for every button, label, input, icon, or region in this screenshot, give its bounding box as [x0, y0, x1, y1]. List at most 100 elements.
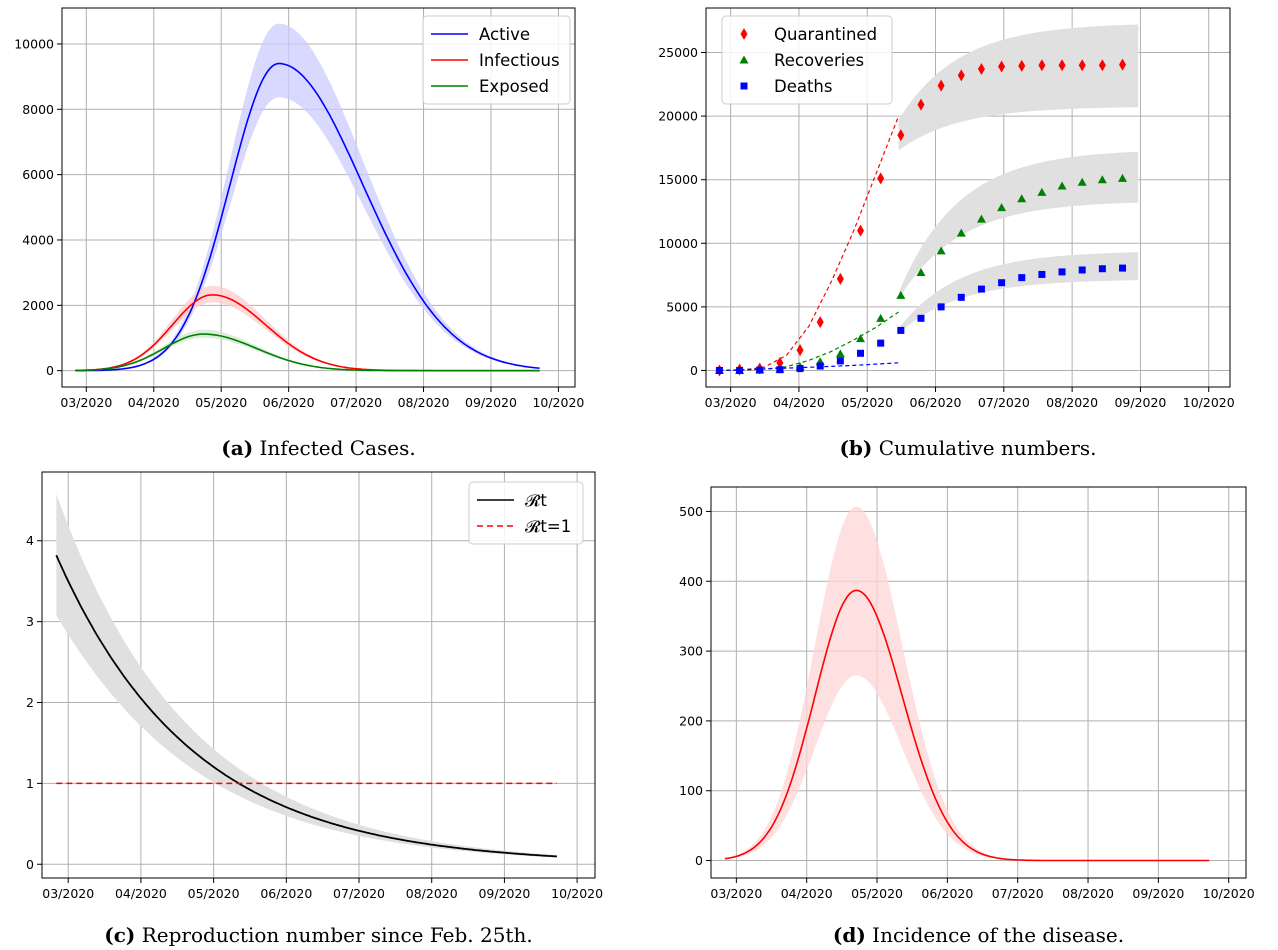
y-tick-label: 4: [26, 533, 34, 548]
legend-box: [721, 15, 893, 105]
data-point: [1017, 194, 1027, 203]
data-point: [1058, 268, 1066, 276]
x-tick-label: 05/2020: [188, 886, 240, 901]
data-point: [1119, 264, 1127, 272]
data-point: [836, 357, 844, 365]
y-tick-label: 0: [695, 853, 703, 868]
data-point: [1038, 270, 1046, 278]
x-tick-label: 04/2020: [781, 886, 833, 901]
x-tick-label: 06/2020: [260, 886, 312, 901]
x-tick-label: 04/2020: [128, 395, 180, 410]
data-point: [896, 290, 906, 299]
x-tick-label: 03/2020: [705, 395, 757, 410]
data-point: [1118, 173, 1128, 182]
data-point: [1098, 59, 1106, 72]
fit-line: [719, 362, 899, 372]
confidence-band: [898, 24, 1139, 151]
legend-label: Exposed: [479, 77, 549, 96]
x-tick-label: 09/2020: [465, 395, 517, 410]
confidence-band: [75, 285, 540, 371]
data-point: [715, 366, 723, 374]
data-point: [836, 272, 844, 285]
data-point: [816, 316, 824, 329]
x-tick-label: 09/2020: [478, 886, 530, 901]
data-point: [977, 285, 985, 293]
caption-label: (d): [833, 923, 866, 947]
legend-label: Recoveries: [774, 51, 864, 70]
data-point: [856, 334, 866, 343]
caption: (b) Cumulative numbers.: [839, 436, 1096, 460]
x-tick-label: 03/2020: [60, 395, 112, 410]
legend-label: 𝓡t=1: [525, 517, 571, 536]
data-point: [956, 228, 966, 237]
series-line: [724, 589, 1210, 862]
axes-frame: [41, 471, 596, 879]
data-point: [897, 326, 905, 334]
x-tick-label: 05/2020: [195, 395, 247, 410]
legend-label: 𝓡t: [525, 491, 547, 510]
caption-text: Reproduction number since Feb. 25th.: [135, 923, 532, 947]
confidence-band: [75, 23, 540, 371]
data-point: [897, 129, 905, 142]
caption-text: Incidence of the disease.: [866, 923, 1124, 947]
y-tick-label: 500: [679, 504, 703, 519]
x-tick-label: 10/2020: [1183, 395, 1235, 410]
data-point: [1058, 59, 1066, 72]
data-point: [1097, 175, 1107, 184]
caption: (c) Reproduction number since Feb. 25th.: [104, 923, 532, 947]
caption-label: (b): [839, 436, 872, 460]
x-tick-label: 04/2020: [773, 395, 825, 410]
fit-line: [719, 311, 899, 372]
y-tick-label: 200: [679, 713, 703, 728]
data-point: [776, 366, 784, 374]
chart-panel-b: 03/2020 04/2020 05/2020 06/2020 07/2020 08/20…: [658, 7, 1235, 460]
data-point: [1057, 181, 1067, 190]
data-point: [916, 268, 926, 277]
data-point: [998, 279, 1006, 287]
data-point: [1119, 58, 1127, 71]
data-point: [740, 28, 748, 40]
caption: (d) Incidence of the disease.: [833, 923, 1124, 947]
x-tick-label: 03/2020: [42, 886, 94, 901]
chart-panel-c: 03/2020 04/2020 05/2020 06/2020 07/2020 08/20…: [26, 471, 603, 947]
data-point: [835, 349, 845, 358]
x-tick-label: 03/2020: [710, 886, 762, 901]
y-tick-label: 0: [46, 363, 54, 378]
data-point: [796, 344, 804, 357]
series-line: [75, 62, 540, 372]
data-point: [977, 63, 985, 76]
data-point: [957, 69, 965, 82]
data-point: [1078, 59, 1086, 72]
series-line: [55, 554, 557, 858]
data-point: [736, 366, 744, 374]
data-point: [1018, 59, 1026, 72]
chart-panel-d: 03/2020 04/2020 05/2020 06/2020 07/2020 08/20…: [679, 486, 1255, 947]
confidence-band: [56, 493, 557, 858]
caption-text: Cumulative numbers.: [872, 436, 1096, 460]
y-tick-label: 15000: [658, 172, 698, 187]
data-point: [739, 55, 749, 64]
axes-frame: [61, 7, 576, 388]
y-tick-label: 400: [679, 574, 703, 589]
y-tick-label: 2000: [22, 298, 54, 313]
caption: (a) Infected Cases.: [221, 436, 415, 460]
x-tick-label: 07/2020: [333, 886, 385, 901]
x-tick-label: 04/2020: [115, 886, 167, 901]
data-point: [776, 356, 784, 369]
data-point: [937, 79, 945, 92]
caption-label: (a): [221, 436, 253, 460]
data-point: [937, 303, 945, 311]
y-tick-label: 1: [26, 776, 34, 791]
y-tick-label: 6000: [22, 167, 54, 182]
series-line: [75, 333, 540, 372]
confidence-band: [898, 252, 1139, 334]
x-tick-label: 07/2020: [330, 395, 382, 410]
legend-label: Deaths: [774, 77, 833, 96]
data-point: [917, 98, 925, 111]
y-tick-label: 0: [26, 857, 34, 872]
y-tick-label: 10000: [14, 36, 54, 51]
x-tick-label: 08/2020: [1062, 886, 1114, 901]
x-tick-label: 05/2020: [841, 395, 893, 410]
legend-box: [422, 15, 571, 105]
x-tick-label: 10/2020: [532, 395, 584, 410]
